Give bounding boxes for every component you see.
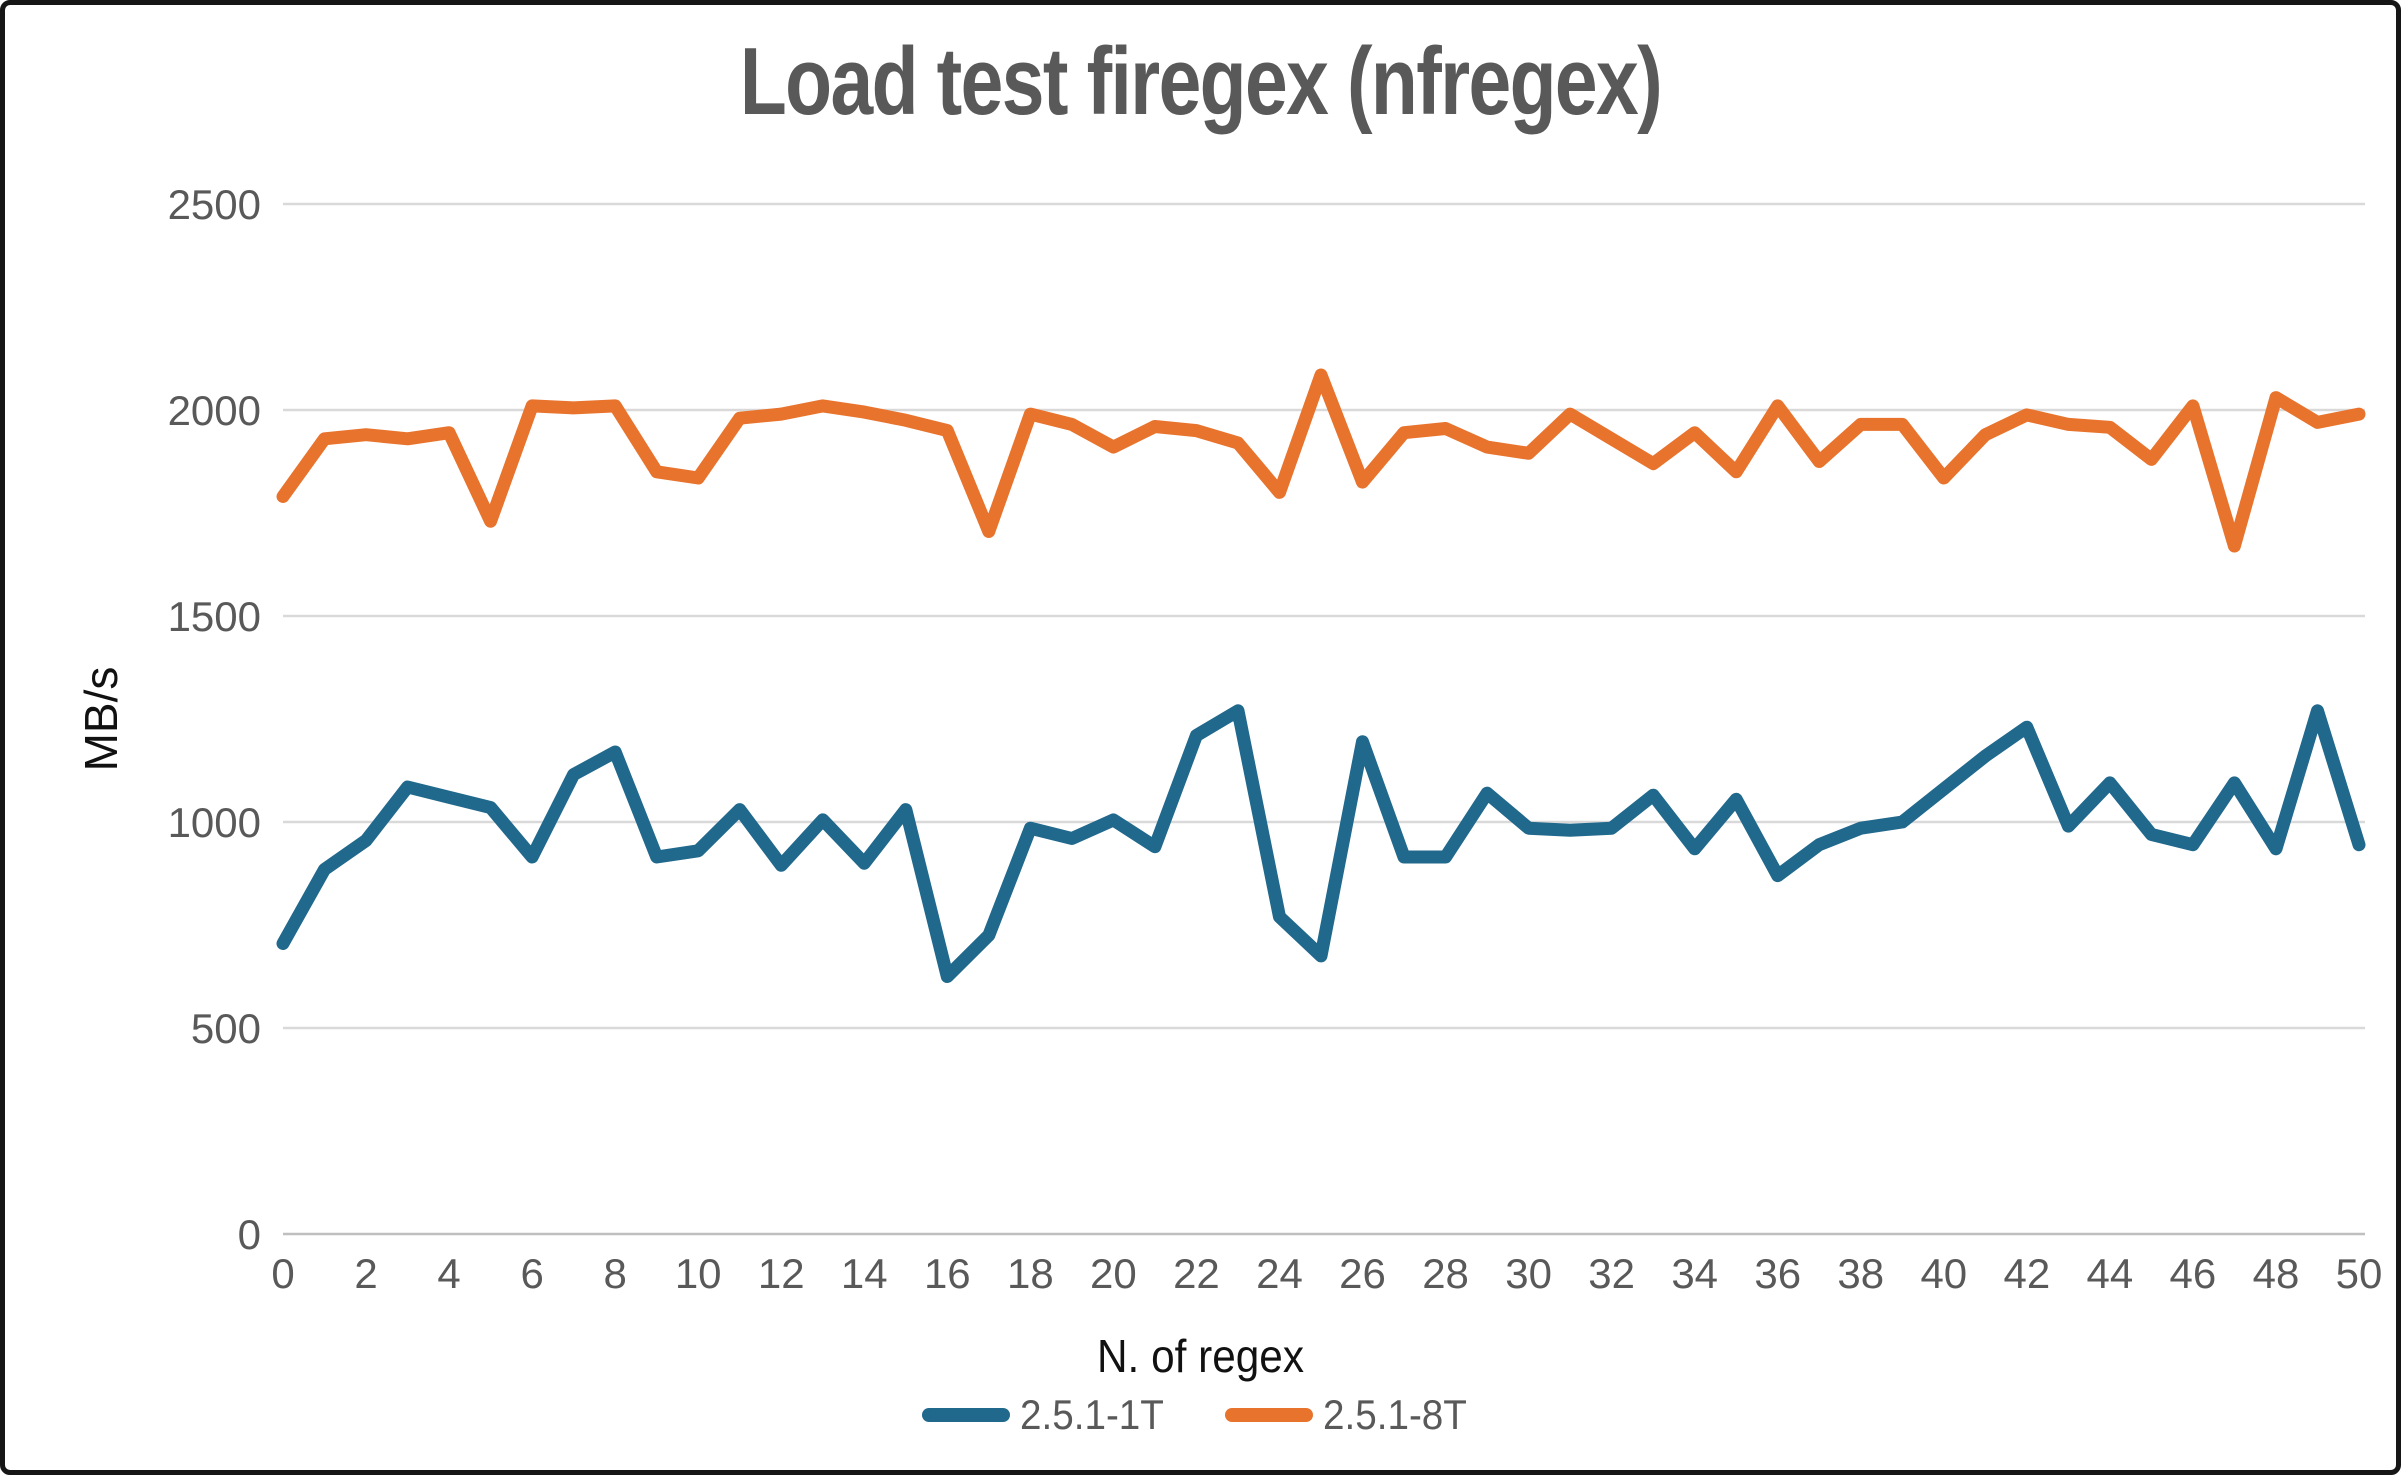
- x-tick-label-22: 22: [1173, 1250, 1220, 1297]
- y-tick-label-1500: 1500: [168, 593, 261, 640]
- x-tick-label-46: 46: [2170, 1250, 2217, 1297]
- chart-title: Load test firegex (nfregex): [739, 28, 1663, 135]
- legend: 2.5.1-1T 2.5.1-8T: [5, 1391, 2396, 1439]
- y-tick-label-500: 500: [191, 1005, 261, 1052]
- x-tick-label-26: 26: [1339, 1250, 1386, 1297]
- x-tick-label-36: 36: [1754, 1250, 1801, 1297]
- x-tick-label-28: 28: [1422, 1250, 1469, 1297]
- legend-item-1t: 2.5.1-1T: [922, 1391, 1176, 1439]
- x-tick-label-16: 16: [924, 1250, 971, 1297]
- x-tick-label-38: 38: [1837, 1250, 1884, 1297]
- x-tick-label-6: 6: [520, 1250, 543, 1297]
- x-tick-label-44: 44: [2087, 1250, 2134, 1297]
- x-tick-label-2: 2: [354, 1250, 377, 1297]
- x-tick-label-48: 48: [2253, 1250, 2300, 1297]
- x-tick-label-20: 20: [1090, 1250, 1137, 1297]
- x-tick-label-50: 50: [2336, 1250, 2383, 1297]
- x-axis-title: N. of regex: [1097, 1330, 1304, 1382]
- x-tick-label-12: 12: [758, 1250, 805, 1297]
- y-tick-label-2500: 2500: [168, 181, 261, 228]
- x-tick-label-24: 24: [1256, 1250, 1303, 1297]
- x-tick-label-8: 8: [603, 1250, 626, 1297]
- x-tick-label-42: 42: [2003, 1250, 2050, 1297]
- y-tick-label-1000: 1000: [168, 799, 261, 846]
- x-tick-label-18: 18: [1007, 1250, 1054, 1297]
- series-line-2.5.1-8T: [276, 368, 2366, 553]
- x-tick-label-10: 10: [675, 1250, 722, 1297]
- y-tick-label-2000: 2000: [168, 387, 261, 434]
- x-tick-label-34: 34: [1671, 1250, 1718, 1297]
- y-tick-label-0: 0: [238, 1211, 261, 1258]
- x-tick-label-4: 4: [437, 1250, 460, 1297]
- series-line-2.5.1-1T: [276, 704, 2366, 983]
- legend-label-1t: 2.5.1-1T: [1020, 1391, 1164, 1438]
- x-tick-label-40: 40: [1920, 1250, 1967, 1297]
- legend-swatch-orange-icon: [1224, 1408, 1313, 1422]
- x-tick-label-30: 30: [1505, 1250, 1552, 1297]
- x-tick-label-0: 0: [271, 1250, 294, 1297]
- legend-swatch-blue-icon: [922, 1408, 1011, 1422]
- legend-label-8t: 2.5.1-8T: [1322, 1391, 1467, 1438]
- x-tick-label-32: 32: [1588, 1250, 1635, 1297]
- x-tick-label-14: 14: [841, 1250, 888, 1297]
- legend-item-8t: 2.5.1-8T: [1224, 1391, 1479, 1439]
